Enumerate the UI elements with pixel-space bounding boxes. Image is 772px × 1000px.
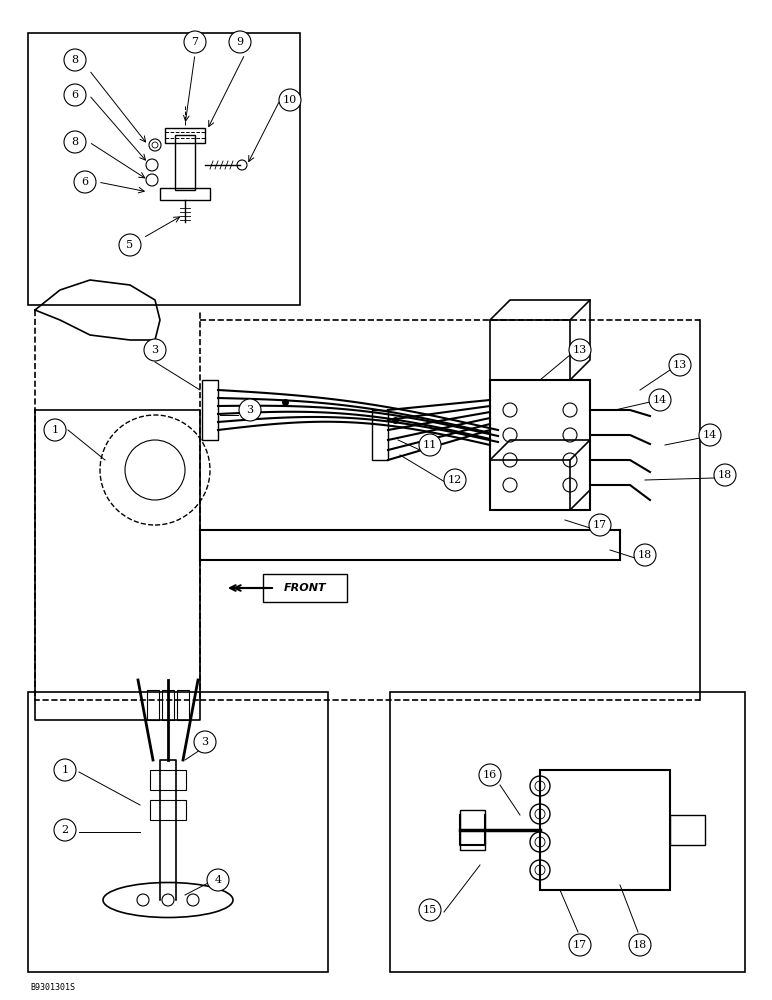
Circle shape	[229, 31, 251, 53]
Bar	[372, 410, 388, 460]
FancyBboxPatch shape	[263, 574, 347, 602]
Text: 9: 9	[236, 37, 243, 47]
Text: 11: 11	[423, 440, 437, 450]
Circle shape	[569, 339, 591, 361]
Text: 1: 1	[52, 425, 59, 435]
Bar	[150, 770, 186, 790]
Bar	[460, 810, 485, 850]
Text: 3: 3	[201, 737, 208, 747]
Text: 6: 6	[72, 90, 79, 100]
Bar	[165, 128, 205, 143]
Circle shape	[44, 419, 66, 441]
Circle shape	[239, 399, 261, 421]
Text: 13: 13	[573, 345, 587, 355]
Text: 16: 16	[482, 770, 497, 780]
Circle shape	[419, 899, 441, 921]
Text: 14: 14	[653, 395, 667, 405]
Circle shape	[194, 731, 216, 753]
Text: 17: 17	[593, 520, 607, 530]
Bar	[150, 800, 186, 820]
Circle shape	[54, 759, 76, 781]
Bar	[390, 692, 745, 972]
Bar	[28, 33, 300, 305]
Text: 18: 18	[638, 550, 652, 560]
Text: 14: 14	[703, 430, 717, 440]
Bar	[175, 135, 195, 190]
Text: 18: 18	[633, 940, 647, 950]
Bar	[670, 815, 705, 845]
Text: 4: 4	[215, 875, 222, 885]
Text: B9301301S: B9301301S	[30, 984, 75, 992]
Circle shape	[419, 434, 441, 456]
Text: 7: 7	[191, 37, 198, 47]
Text: 5: 5	[127, 240, 134, 250]
Circle shape	[479, 764, 501, 786]
Text: 1: 1	[62, 765, 69, 775]
Text: 17: 17	[573, 940, 587, 950]
Text: 8: 8	[72, 55, 79, 65]
Text: 18: 18	[718, 470, 732, 480]
Circle shape	[74, 171, 96, 193]
Text: FRONT: FRONT	[283, 583, 327, 593]
Bar	[202, 380, 218, 440]
Text: 3: 3	[246, 405, 253, 415]
Bar	[28, 692, 328, 972]
Bar	[490, 380, 590, 510]
Text: 15: 15	[423, 905, 437, 915]
Text: 8: 8	[72, 137, 79, 147]
Circle shape	[54, 819, 76, 841]
Circle shape	[207, 869, 229, 891]
Circle shape	[629, 934, 651, 956]
Text: 13: 13	[673, 360, 687, 370]
Bar	[160, 188, 210, 200]
Circle shape	[144, 339, 166, 361]
Text: 2: 2	[62, 825, 69, 835]
Bar	[177, 690, 189, 720]
Bar	[147, 690, 159, 720]
Text: 12: 12	[448, 475, 462, 485]
Circle shape	[589, 514, 611, 536]
Circle shape	[569, 934, 591, 956]
Circle shape	[119, 234, 141, 256]
Circle shape	[64, 131, 86, 153]
Circle shape	[699, 424, 721, 446]
Circle shape	[649, 389, 671, 411]
Bar	[540, 770, 670, 890]
Circle shape	[64, 49, 86, 71]
Bar	[162, 690, 174, 720]
Circle shape	[64, 84, 86, 106]
Circle shape	[279, 89, 301, 111]
Text: 10: 10	[283, 95, 297, 105]
Text: 6: 6	[81, 177, 89, 187]
Circle shape	[184, 31, 206, 53]
Circle shape	[714, 464, 736, 486]
Circle shape	[444, 469, 466, 491]
Text: 3: 3	[151, 345, 158, 355]
Circle shape	[669, 354, 691, 376]
Circle shape	[634, 544, 656, 566]
